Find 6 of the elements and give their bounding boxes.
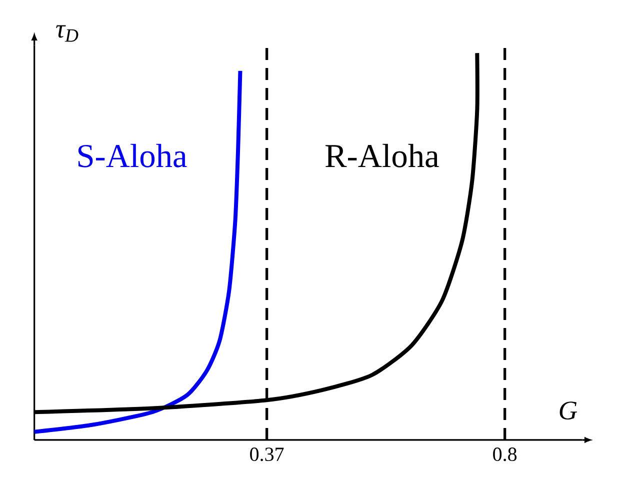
x-axis-title: G <box>560 402 578 420</box>
x-tick-label: 0.8 <box>493 448 517 462</box>
x-tick-label: 0.37 <box>250 448 284 462</box>
y-axis-title: τ$_{D}$ <box>56 25 78 42</box>
series-label: R-Aloha <box>326 144 439 168</box>
series-label: S-Aloha <box>78 144 187 168</box>
